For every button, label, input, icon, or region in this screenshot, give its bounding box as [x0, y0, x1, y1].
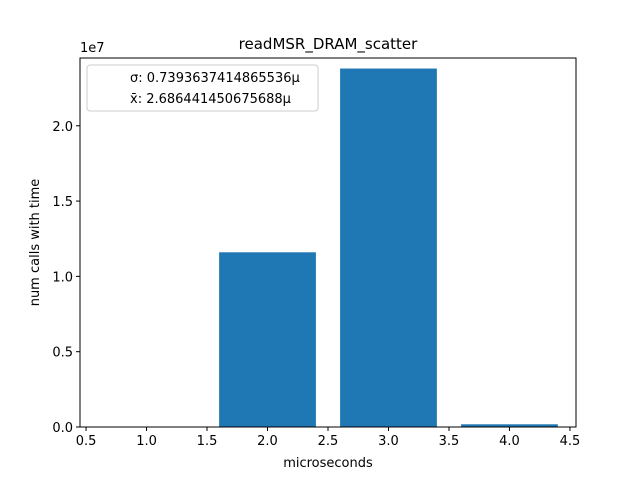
legend: σ: 0.7393637414865536µ x̄: 2.68644145067…: [86, 64, 319, 112]
y-axis-label: num calls with time: [28, 179, 43, 307]
x-tick-label: 0.5: [76, 434, 97, 449]
y-tick-label: 2.0: [52, 120, 73, 135]
x-tick-label: 2.5: [318, 434, 339, 449]
bar: [219, 252, 316, 427]
plot-frame: [79, 57, 577, 428]
y-axis-multiplier: 1e7: [80, 41, 105, 56]
x-tick-label: 1.5: [197, 434, 218, 449]
legend-box: [86, 64, 319, 112]
y-tick-label: 0.0: [52, 421, 73, 436]
y-tick-label: 1.5: [52, 195, 73, 210]
x-axis-label: microseconds: [283, 456, 373, 471]
legend-entry-sigma: σ: 0.7393637414865536µ: [130, 71, 300, 86]
x-tick-label: 4.0: [499, 434, 520, 449]
x-tick-label: 1.0: [136, 434, 157, 449]
x-tick-label: 4.5: [560, 434, 581, 449]
bar: [461, 424, 558, 427]
legend-entry-mean: x̄: 2.686441450675688µ: [130, 92, 291, 107]
x-tick-label: 3.5: [439, 434, 460, 449]
bar: [340, 68, 437, 428]
bars: [219, 68, 558, 428]
y-tick-label: 1.0: [52, 270, 73, 285]
x-tick-label: 2.0: [257, 434, 278, 449]
x-tick-label: 3.0: [378, 434, 399, 449]
y-ticks: 0.0 0.5 1.0 1.5 2.0: [52, 120, 80, 436]
y-tick-label: 0.5: [52, 346, 73, 361]
chart-title: readMSR_DRAM_scatter: [239, 35, 418, 54]
x-ticks: 0.5 1.0 1.5 2.0 2.5 3.0 3.5 4.0 4.5: [76, 427, 581, 449]
